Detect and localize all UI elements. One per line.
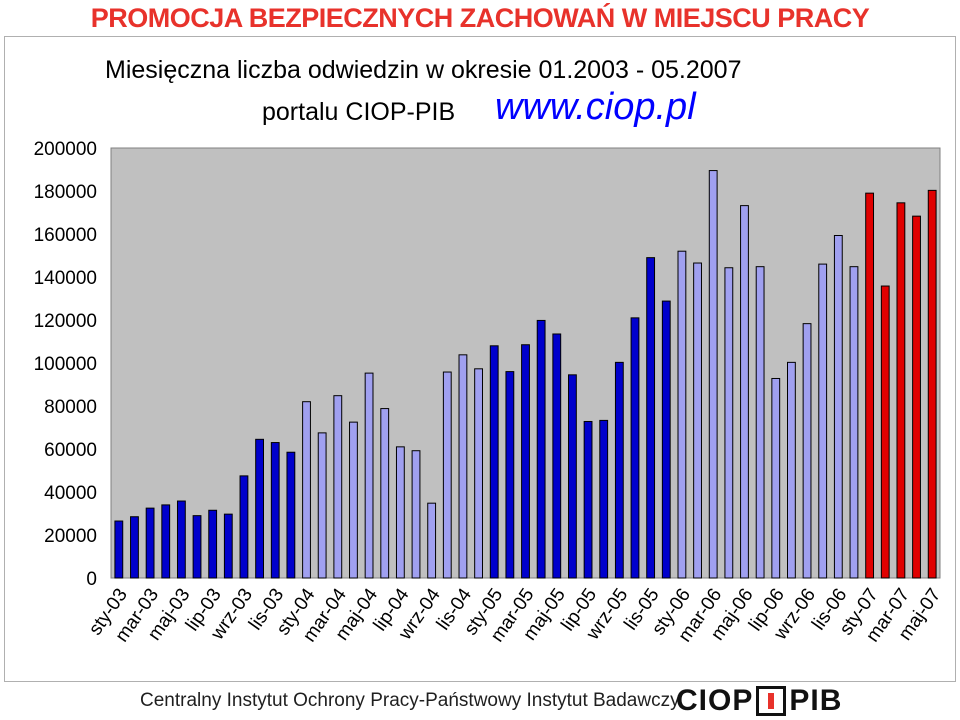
bar-paź-03 (255, 438, 264, 579)
bar-kwi-03 (161, 504, 171, 579)
y-tick-label: 200000 (34, 139, 97, 160)
bar-sie-05 (599, 419, 609, 579)
bar-sty-04 (302, 401, 311, 579)
y-tick-label: 100000 (34, 354, 97, 375)
bar-gru-04 (474, 368, 483, 579)
ciop-pib-logo: CIOP PIB (676, 684, 842, 718)
bar-sie-06 (787, 361, 796, 579)
y-tick-label: 0 (86, 569, 97, 590)
bar-lis-06 (833, 235, 843, 579)
bar-gru-06 (849, 266, 859, 579)
bar-gru-03 (286, 451, 296, 579)
logo-mark-icon (756, 686, 787, 716)
bar-wrz-05 (614, 361, 624, 579)
bar-wrz-03 (239, 475, 249, 579)
bar-maj-04 (364, 372, 374, 579)
bar-maj-03 (176, 500, 186, 579)
bar-lip-06 (771, 377, 781, 579)
bar-mar-05 (521, 344, 530, 579)
bar-sty-06 (677, 250, 687, 579)
bar-kwi-06 (724, 267, 734, 579)
bar-kwi-05 (536, 319, 546, 579)
bar-lip-04 (395, 446, 405, 579)
banner-title: PROMOCJA BEZPIECZNYCH ZACHOWAŃ W MIEJSCU… (90, 3, 870, 33)
bar-wrz-06 (802, 323, 812, 579)
bar-lut-03 (130, 516, 139, 579)
bar-lut-07 (880, 285, 890, 579)
logo-left-text: CIOP (676, 684, 754, 717)
bar-sie-04 (411, 450, 421, 579)
bar-lip-03 (208, 509, 218, 579)
y-tick-label: 160000 (34, 225, 97, 246)
y-tick-label: 60000 (44, 440, 97, 461)
bar-maj-05 (552, 333, 562, 579)
y-tick-label: 120000 (34, 311, 97, 332)
bar-mar-07 (896, 202, 906, 579)
bar-gru-05 (661, 300, 671, 579)
bar-sty-07 (865, 192, 875, 579)
y-tick-label: 40000 (44, 483, 97, 504)
bar-lut-04 (317, 432, 327, 579)
bar-kwi-04 (349, 421, 358, 579)
bar-paź-06 (818, 263, 828, 579)
bar-maj-07 (927, 189, 937, 579)
portal-url[interactable]: www.ciop.pl (495, 86, 696, 128)
institute-name: Centralny Instytut Ochrony Pracy-Państwo… (140, 690, 680, 711)
bar-sie-03 (223, 513, 233, 579)
bar-lis-05 (646, 257, 656, 579)
bar-sty-05 (489, 345, 499, 579)
bar-cze-04 (380, 408, 390, 579)
bar-paź-04 (442, 371, 452, 579)
bar-lis-03 (270, 442, 280, 579)
y-tick-label: 180000 (34, 182, 97, 203)
bar-mar-04 (333, 395, 343, 579)
bar-maj-06 (740, 205, 749, 579)
bar-sty-03 (114, 520, 124, 579)
bar-cze-06 (755, 266, 765, 579)
bar-lut-06 (693, 262, 702, 579)
y-tick-label: 80000 (44, 397, 97, 418)
bar-lut-05 (505, 371, 515, 579)
y-tick-label: 20000 (44, 526, 97, 547)
y-tick-label: 140000 (34, 268, 97, 289)
bar-paź-05 (630, 317, 640, 579)
bar-mar-03 (145, 507, 155, 579)
chart-title: Miesięczna liczba odwiedzin w okresie 01… (105, 56, 742, 84)
bar-kwi-07 (912, 215, 921, 579)
bar-cze-05 (568, 374, 577, 579)
bar-cze-03 (192, 515, 202, 579)
bar-wrz-04 (427, 502, 437, 579)
bar-lis-04 (458, 354, 468, 579)
chart-subtitle: portalu CIOP-PIB (262, 98, 456, 126)
logo-right-text: PIB (789, 684, 843, 717)
bar-mar-06 (708, 170, 718, 579)
bar-lip-05 (583, 420, 593, 579)
